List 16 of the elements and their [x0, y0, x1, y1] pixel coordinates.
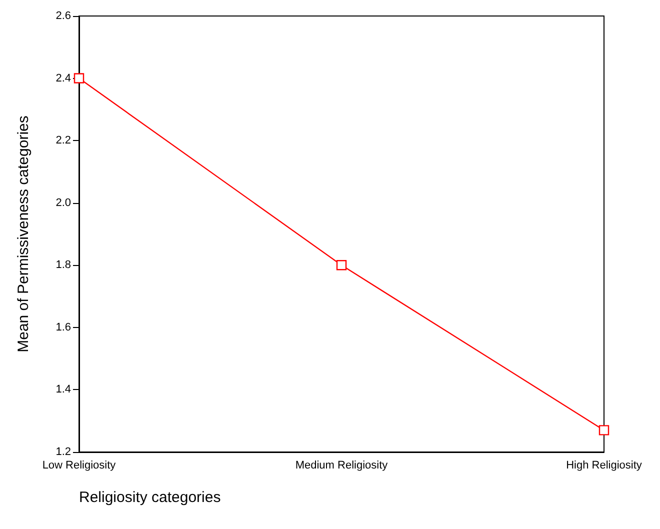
x-tick-label: Low Religiosity	[42, 460, 116, 472]
x-tick-label: Medium Religiosity	[295, 460, 388, 472]
y-axis-title: Mean of Permissiveness categories	[15, 116, 32, 352]
y-tick-label: 1.4	[56, 384, 71, 396]
y-tick-label: 2.2	[56, 134, 71, 147]
y-tick-label: 2.6	[56, 10, 71, 22]
point	[74, 73, 84, 84]
point	[598, 425, 610, 436]
y-tick-label: 1.8	[56, 259, 71, 272]
y-tick-label: 2.4	[56, 72, 71, 84]
point	[336, 260, 347, 270]
y-tick-label: 1.2	[56, 446, 71, 458]
x-tick-label: High Religiosity	[566, 460, 642, 472]
x-axis-title: Religiosity categories	[79, 489, 221, 506]
y-tick-label: 2.0	[56, 196, 71, 209]
y-tick-label: 1.6	[56, 321, 71, 334]
